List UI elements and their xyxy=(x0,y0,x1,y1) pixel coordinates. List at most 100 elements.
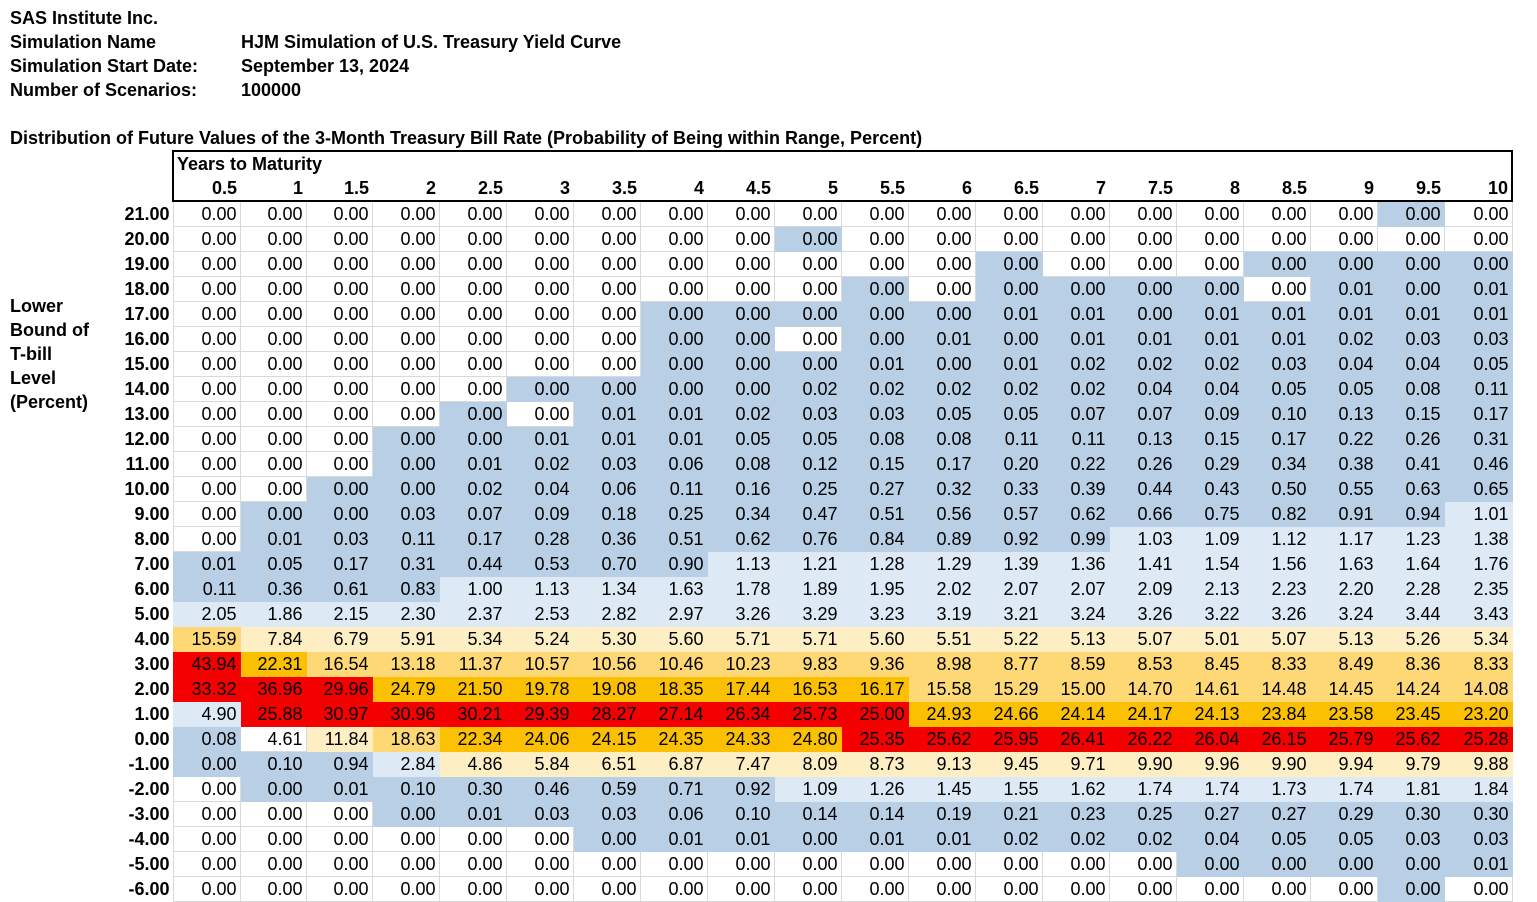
probability-cell: 2.23 xyxy=(1242,576,1311,602)
probability-cell: 5.71 xyxy=(706,626,775,652)
probability-cell: 5.60 xyxy=(639,626,708,652)
probability-cell: 0.00 xyxy=(172,801,241,827)
probability-cell: 0.00 xyxy=(1108,226,1177,252)
probability-cell: 8.33 xyxy=(1242,651,1311,677)
probability-cell: 0.02 xyxy=(907,376,976,402)
probability-cell: 0.00 xyxy=(371,326,440,352)
probability-cell: 0.75 xyxy=(1175,501,1244,527)
probability-cell: 0.00 xyxy=(305,501,373,527)
probability-cell: 1.78 xyxy=(706,576,775,602)
probability-cell: 0.00 xyxy=(239,851,307,877)
probability-cell: 0.04 xyxy=(1108,376,1177,402)
probability-cell: 9.90 xyxy=(1242,751,1311,777)
probability-cell: 1.38 xyxy=(1443,526,1513,552)
probability-cell: 0.00 xyxy=(371,476,440,502)
probability-cell: 5.84 xyxy=(505,751,574,777)
probability-cell: 0.34 xyxy=(1242,451,1311,477)
table-row: 2.00 33.32 36.96 29.96 24.79 21.50 19.78 19.08 1… xyxy=(103,676,1513,702)
probability-cell: 0.92 xyxy=(706,776,775,802)
probability-cell: 0.01 xyxy=(974,301,1043,327)
probability-cell: 5.13 xyxy=(1309,626,1378,652)
probability-cell: 1.13 xyxy=(706,551,775,577)
probability-cell: 9.83 xyxy=(773,651,842,677)
probability-cell: 14.61 xyxy=(1175,676,1244,702)
row-lower-bound: 12.00 xyxy=(103,426,173,452)
probability-cell: 1.03 xyxy=(1108,526,1177,552)
probability-cell: 0.01 xyxy=(1041,301,1110,327)
probability-cell: 0.05 xyxy=(239,551,307,577)
probability-cell: 0.00 xyxy=(706,351,775,377)
probability-cell: 18.63 xyxy=(371,726,440,752)
probability-cell: 8.45 xyxy=(1175,651,1244,677)
probability-cell: 0.07 xyxy=(1108,401,1177,427)
probability-cell: 0.00 xyxy=(1376,251,1445,277)
probability-cell: 0.44 xyxy=(438,551,507,577)
probability-cell: 23.20 xyxy=(1443,701,1513,727)
probability-cell: 2.28 xyxy=(1376,576,1445,602)
probability-cell: 8.49 xyxy=(1309,651,1378,677)
probability-cell: 0.17 xyxy=(438,526,507,552)
probability-cell: 0.01 xyxy=(706,826,775,852)
probability-cell: 10.23 xyxy=(706,651,775,677)
probability-cell: 0.00 xyxy=(1175,251,1244,277)
probability-cell: 0.00 xyxy=(840,251,909,277)
probability-cell: 0.90 xyxy=(639,551,708,577)
probability-cell: 0.70 xyxy=(572,551,641,577)
probability-cell: 1.74 xyxy=(1108,776,1177,802)
probability-cell: 2.05 xyxy=(172,601,241,627)
probability-cell: 1.63 xyxy=(1309,551,1378,577)
probability-cell: 0.30 xyxy=(1443,801,1513,827)
maturity-header: 4 xyxy=(640,176,707,202)
probability-cell: 0.00 xyxy=(773,876,842,902)
probability-cell: 0.00 xyxy=(773,826,842,852)
probability-cell: 0.27 xyxy=(1175,801,1244,827)
probability-cell: 1.81 xyxy=(1376,776,1445,802)
probability-cell: 27.14 xyxy=(639,701,708,727)
probability-cell: 29.39 xyxy=(505,701,574,727)
probability-cell: 0.00 xyxy=(1041,276,1110,302)
maturity-header: 1 xyxy=(240,176,306,202)
probability-cell: 0.06 xyxy=(639,801,708,827)
probability-cell: 0.09 xyxy=(1175,401,1244,427)
probability-cell: 0.00 xyxy=(239,376,307,402)
probability-cell: 0.00 xyxy=(172,526,241,552)
probability-cell: 2.20 xyxy=(1309,576,1378,602)
probability-cell: 0.00 xyxy=(840,301,909,327)
row-axis-label-line: T-bill xyxy=(10,344,52,364)
probability-cell: 0.01 xyxy=(572,401,641,427)
probability-cell: 0.00 xyxy=(974,226,1043,252)
probability-cell: 9.94 xyxy=(1309,751,1378,777)
probability-cell: 0.01 xyxy=(1242,326,1311,352)
probability-cell: 33.32 xyxy=(172,676,241,702)
row-lower-bound: -5.00 xyxy=(103,851,173,877)
probability-cell: 3.43 xyxy=(1443,601,1513,627)
probability-cell: 43.94 xyxy=(172,651,241,677)
row-lower-bound: 7.00 xyxy=(103,551,173,577)
probability-cell: 0.11 xyxy=(974,426,1043,452)
probability-cell: 0.00 xyxy=(172,276,241,302)
table-row: 15.00 0.00 0.00 0.00 0.00 0.00 0.00 0.00 0.00 0.0… xyxy=(103,351,1513,377)
table-row: -5.00 0.00 0.00 0.00 0.00 0.00 0.00 0.00 0.00 0.0… xyxy=(103,851,1513,877)
probability-cell: 0.51 xyxy=(639,526,708,552)
probability-cell: 0.00 xyxy=(639,301,708,327)
probability-cell: 5.01 xyxy=(1175,626,1244,652)
probability-cell: 0.05 xyxy=(1309,376,1378,402)
probability-cell: 0.00 xyxy=(305,401,373,427)
probability-cell: 0.00 xyxy=(438,251,507,277)
probability-cell: 7.47 xyxy=(706,751,775,777)
probability-cell: 9.88 xyxy=(1443,751,1513,777)
probability-cell: 0.84 xyxy=(840,526,909,552)
probability-cell: 23.84 xyxy=(1242,701,1311,727)
probability-cell: 0.00 xyxy=(239,351,307,377)
probability-cell: 24.35 xyxy=(639,726,708,752)
table-row: 16.00 0.00 0.00 0.00 0.00 0.00 0.00 0.00 0.00 0.0… xyxy=(103,326,1513,352)
probability-cell: 5.51 xyxy=(907,626,976,652)
probability-cell: 0.03 xyxy=(1443,326,1513,352)
probability-cell: 0.00 xyxy=(239,200,307,227)
probability-cell: 19.08 xyxy=(572,676,641,702)
probability-cell: 3.26 xyxy=(1108,601,1177,627)
start-date-label: Simulation Start Date: xyxy=(10,56,199,76)
probability-cell: 0.00 xyxy=(438,851,507,877)
probability-cell: 0.00 xyxy=(505,301,574,327)
probability-cell: 0.92 xyxy=(974,526,1043,552)
